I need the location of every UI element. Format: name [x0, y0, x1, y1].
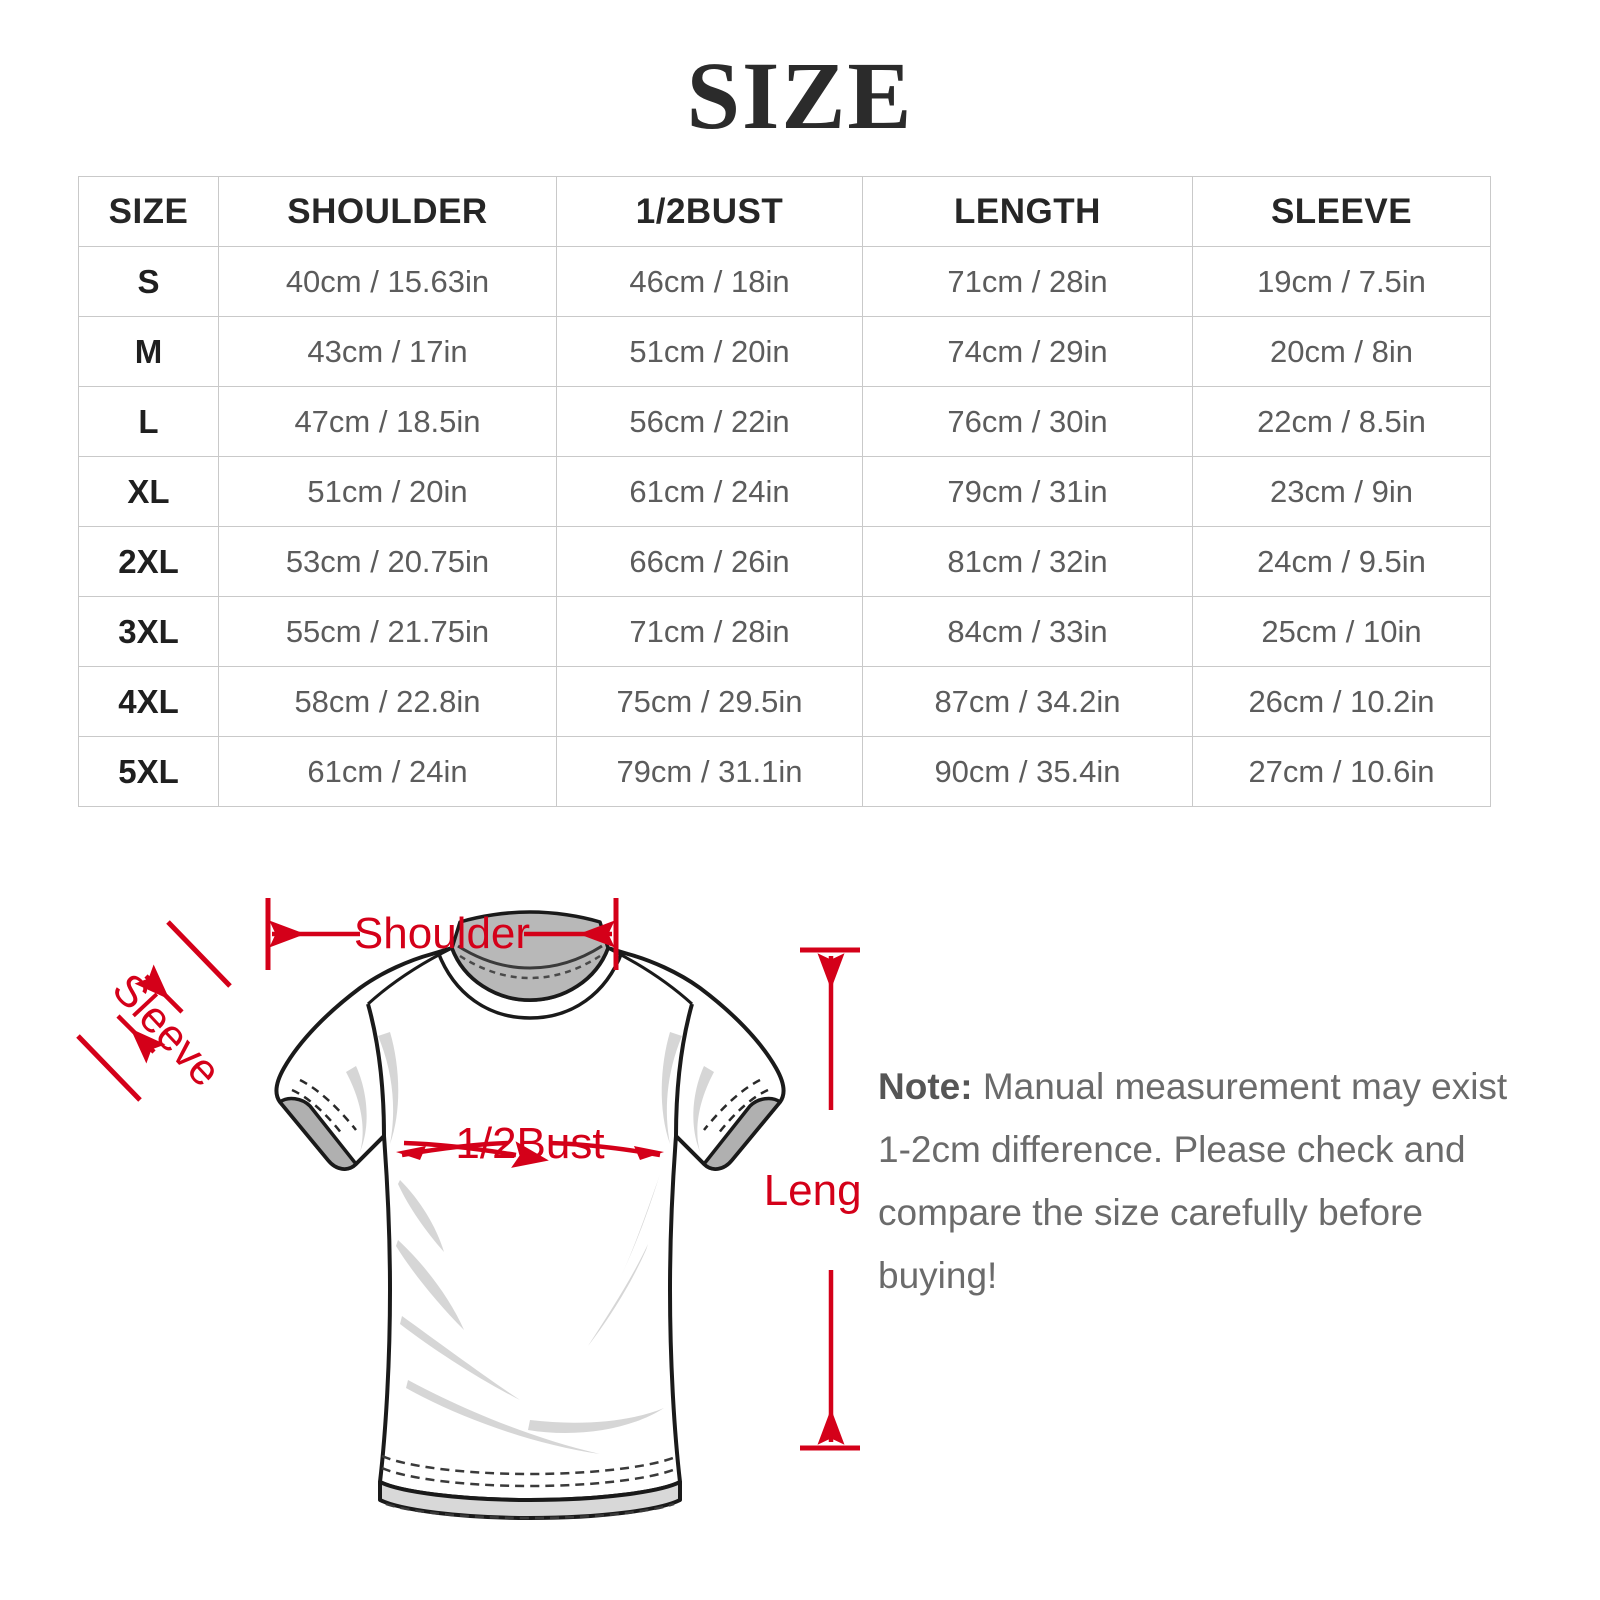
measurement-diagram: Shoulder Sleeve 1/2Bust — [0, 840, 1600, 1600]
column-header-size: SIZE — [78, 176, 219, 247]
table-row: 4XL 58cm / 22.8in 75cm / 29.5in 87cm / 3… — [78, 666, 1491, 737]
cell-sleeve: 24cm / 9.5in — [1192, 526, 1491, 597]
column-header-shoulder: SHOULDER — [218, 176, 557, 247]
cell-size: L — [78, 386, 219, 457]
fabric-folds — [346, 1032, 714, 1454]
cell-length: 74cm / 29in — [862, 316, 1193, 387]
column-header-bust: 1/2BUST — [556, 176, 863, 247]
length-label: Length — [764, 1166, 860, 1215]
cell-shoulder: 43cm / 17in — [218, 316, 557, 387]
cell-length: 71cm / 28in — [862, 246, 1193, 317]
shoulder-dimension: Shoulder — [265, 898, 619, 970]
bust-dimension: 1/2Bust — [396, 1119, 664, 1168]
table-row: L 47cm / 18.5in 56cm / 22in 76cm / 30in … — [78, 386, 1491, 457]
column-header-sleeve: SLEEVE — [1192, 176, 1491, 247]
cell-length: 81cm / 32in — [862, 526, 1193, 597]
tshirt-illustration: Shoulder Sleeve 1/2Bust — [76, 898, 860, 1520]
cell-shoulder: 47cm / 18.5in — [218, 386, 557, 457]
cell-length: 84cm / 33in — [862, 596, 1193, 667]
cell-length: 79cm / 31in — [862, 456, 1193, 527]
cell-sleeve: 25cm / 10in — [1192, 596, 1491, 667]
page-title: SIZE — [686, 42, 914, 149]
table-row: 5XL 61cm / 24in 79cm / 31.1in 90cm / 35.… — [78, 736, 1491, 807]
note-label: Note: — [878, 1066, 973, 1107]
cell-bust: 71cm / 28in — [556, 596, 863, 667]
cell-shoulder: 40cm / 15.63in — [218, 246, 557, 317]
cell-length: 90cm / 35.4in — [862, 736, 1193, 807]
cell-size: 3XL — [78, 596, 219, 667]
cell-size: 4XL — [78, 666, 219, 737]
note-text: Manual measurement may exist 1-2cm diffe… — [878, 1066, 1508, 1296]
cell-sleeve: 19cm / 7.5in — [1192, 246, 1491, 317]
note-block: Note: Manual measurement may exist 1-2cm… — [878, 1055, 1518, 1307]
cell-bust: 56cm / 22in — [556, 386, 863, 457]
cell-shoulder: 58cm / 22.8in — [218, 666, 557, 737]
table-header-row: SIZE SHOULDER 1/2BUST LENGTH SLEEVE — [78, 176, 1491, 247]
table-row: 3XL 55cm / 21.75in 71cm / 28in 84cm / 33… — [78, 596, 1491, 667]
bust-label: 1/2Bust — [455, 1119, 604, 1168]
table-row: S 40cm / 15.63in 46cm / 18in 71cm / 28in… — [78, 246, 1491, 317]
cell-size: XL — [78, 456, 219, 527]
cell-bust: 61cm / 24in — [556, 456, 863, 527]
shoulder-label: Shoulder — [354, 909, 530, 958]
cell-bust: 66cm / 26in — [556, 526, 863, 597]
length-dimension: Length — [764, 947, 860, 1451]
cell-size: M — [78, 316, 219, 387]
cell-shoulder: 53cm / 20.75in — [218, 526, 557, 597]
table-row: 2XL 53cm / 20.75in 66cm / 26in 81cm / 32… — [78, 526, 1491, 597]
cell-bust: 75cm / 29.5in — [556, 666, 863, 737]
cell-shoulder: 55cm / 21.75in — [218, 596, 557, 667]
table-row: M 43cm / 17in 51cm / 20in 74cm / 29in 20… — [78, 316, 1491, 387]
cell-bust: 46cm / 18in — [556, 246, 863, 317]
cell-shoulder: 51cm / 20in — [218, 456, 557, 527]
cell-sleeve: 22cm / 8.5in — [1192, 386, 1491, 457]
cell-bust: 79cm / 31.1in — [556, 736, 863, 807]
cell-length: 87cm / 34.2in — [862, 666, 1193, 737]
table-row: XL 51cm / 20in 61cm / 24in 79cm / 31in 2… — [78, 456, 1491, 527]
cell-sleeve: 20cm / 8in — [1192, 316, 1491, 387]
cell-size: S — [78, 246, 219, 317]
column-header-length: LENGTH — [862, 176, 1193, 247]
cell-shoulder: 61cm / 24in — [218, 736, 557, 807]
cell-sleeve: 23cm / 9in — [1192, 456, 1491, 527]
size-table: SIZE SHOULDER 1/2BUST LENGTH SLEEVE S 40… — [78, 176, 1491, 807]
cell-length: 76cm / 30in — [862, 386, 1193, 457]
sleeve-dimension: Sleeve — [76, 920, 232, 1102]
cell-size: 5XL — [78, 736, 219, 807]
cell-bust: 51cm / 20in — [556, 316, 863, 387]
cell-sleeve: 27cm / 10.6in — [1192, 736, 1491, 807]
sleeve-label: Sleeve — [103, 964, 231, 1096]
cell-sleeve: 26cm / 10.2in — [1192, 666, 1491, 737]
cell-size: 2XL — [78, 526, 219, 597]
tshirt-outline — [274, 910, 786, 1520]
